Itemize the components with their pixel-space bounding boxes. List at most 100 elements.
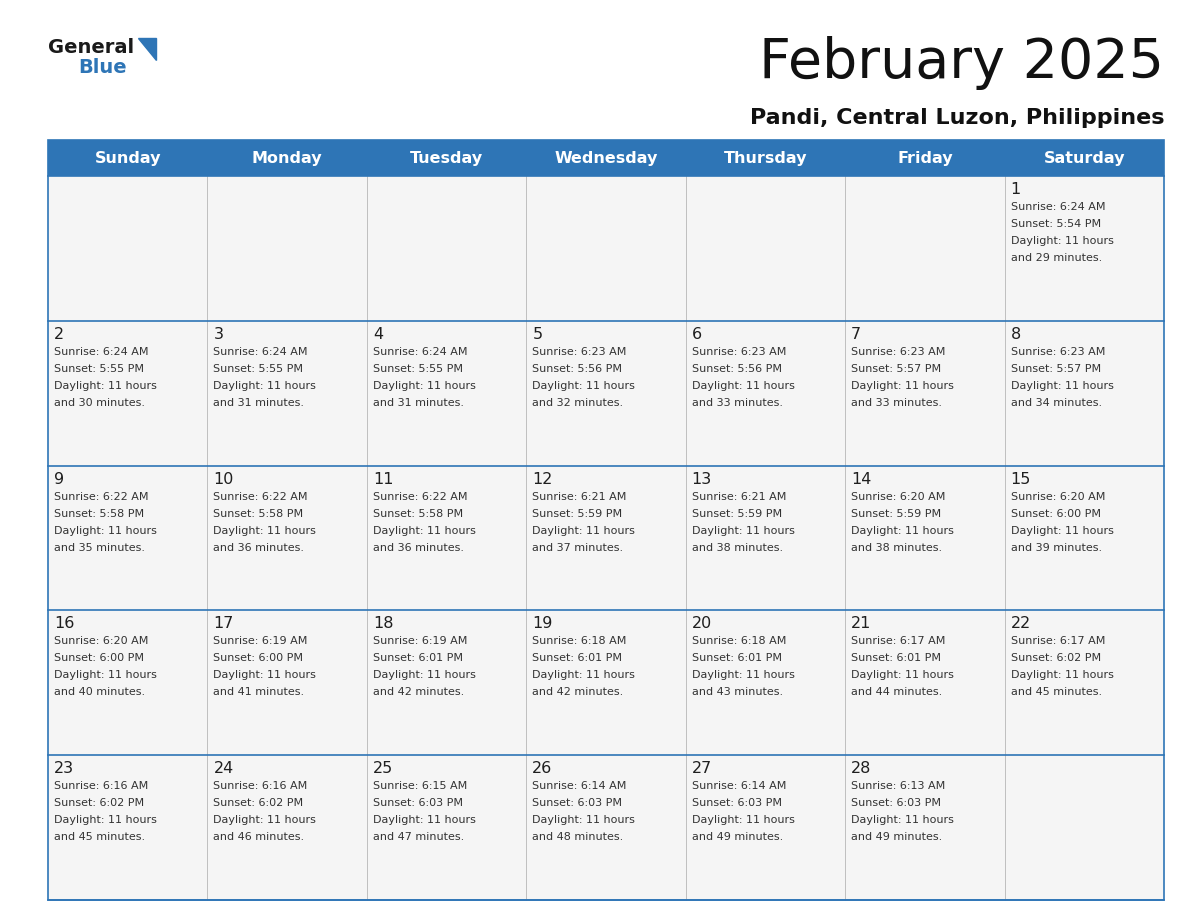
Bar xyxy=(208,320,367,465)
Bar xyxy=(208,756,367,900)
Text: Thursday: Thursday xyxy=(723,151,807,165)
Text: 26: 26 xyxy=(532,761,552,777)
Text: 19: 19 xyxy=(532,616,552,632)
Bar xyxy=(48,176,208,320)
Text: Blue: Blue xyxy=(78,58,127,77)
Text: Pandi, Central Luzon, Philippines: Pandi, Central Luzon, Philippines xyxy=(750,108,1164,128)
Text: 24: 24 xyxy=(214,761,234,777)
Bar xyxy=(1005,320,1164,465)
Text: Daylight: 11 hours: Daylight: 11 hours xyxy=(851,526,954,535)
Text: 20: 20 xyxy=(691,616,712,632)
Text: Sunset: 5:56 PM: Sunset: 5:56 PM xyxy=(532,364,623,374)
Text: Daylight: 11 hours: Daylight: 11 hours xyxy=(53,670,157,680)
Text: Sunrise: 6:23 AM: Sunrise: 6:23 AM xyxy=(851,347,946,357)
Text: and 33 minutes.: and 33 minutes. xyxy=(851,397,942,408)
Bar xyxy=(685,176,845,320)
Text: Daylight: 11 hours: Daylight: 11 hours xyxy=(53,526,157,535)
Bar xyxy=(367,320,526,465)
Text: Saturday: Saturday xyxy=(1043,151,1125,165)
Text: and 32 minutes.: and 32 minutes. xyxy=(532,397,624,408)
Text: Sunset: 5:54 PM: Sunset: 5:54 PM xyxy=(1011,219,1101,229)
Text: Daylight: 11 hours: Daylight: 11 hours xyxy=(1011,381,1113,391)
Text: Sunrise: 6:22 AM: Sunrise: 6:22 AM xyxy=(53,492,148,501)
Text: Sunset: 5:59 PM: Sunset: 5:59 PM xyxy=(851,509,941,519)
Text: and 39 minutes.: and 39 minutes. xyxy=(1011,543,1101,553)
Text: Sunset: 6:02 PM: Sunset: 6:02 PM xyxy=(1011,654,1101,664)
Bar xyxy=(1005,465,1164,610)
Text: Tuesday: Tuesday xyxy=(410,151,484,165)
Text: 21: 21 xyxy=(851,616,872,632)
Text: Daylight: 11 hours: Daylight: 11 hours xyxy=(851,670,954,680)
Bar xyxy=(526,176,685,320)
Text: Sunrise: 6:22 AM: Sunrise: 6:22 AM xyxy=(373,492,467,501)
Text: 11: 11 xyxy=(373,472,393,487)
Bar xyxy=(526,756,685,900)
Text: Daylight: 11 hours: Daylight: 11 hours xyxy=(214,670,316,680)
Text: and 35 minutes.: and 35 minutes. xyxy=(53,543,145,553)
Text: and 38 minutes.: and 38 minutes. xyxy=(851,543,942,553)
Text: Sunset: 6:00 PM: Sunset: 6:00 PM xyxy=(214,654,303,664)
Text: Sunrise: 6:24 AM: Sunrise: 6:24 AM xyxy=(1011,202,1105,212)
Text: and 31 minutes.: and 31 minutes. xyxy=(214,397,304,408)
Bar xyxy=(48,320,208,465)
Text: and 40 minutes.: and 40 minutes. xyxy=(53,688,145,698)
Text: Daylight: 11 hours: Daylight: 11 hours xyxy=(532,670,636,680)
Text: 3: 3 xyxy=(214,327,223,341)
Text: Sunset: 6:00 PM: Sunset: 6:00 PM xyxy=(1011,509,1100,519)
Text: 25: 25 xyxy=(373,761,393,777)
Text: Sunset: 5:57 PM: Sunset: 5:57 PM xyxy=(851,364,941,374)
Text: and 48 minutes.: and 48 minutes. xyxy=(532,833,624,842)
Text: Sunrise: 6:19 AM: Sunrise: 6:19 AM xyxy=(214,636,308,646)
Text: Sunrise: 6:21 AM: Sunrise: 6:21 AM xyxy=(691,492,786,501)
Text: Daylight: 11 hours: Daylight: 11 hours xyxy=(214,526,316,535)
Text: 10: 10 xyxy=(214,472,234,487)
Text: Monday: Monday xyxy=(252,151,322,165)
Bar xyxy=(48,140,1164,900)
Text: Sunrise: 6:13 AM: Sunrise: 6:13 AM xyxy=(851,781,946,791)
Bar xyxy=(367,756,526,900)
Text: Sunset: 5:57 PM: Sunset: 5:57 PM xyxy=(1011,364,1101,374)
Text: and 45 minutes.: and 45 minutes. xyxy=(1011,688,1101,698)
Text: Daylight: 11 hours: Daylight: 11 hours xyxy=(373,381,475,391)
Text: Sunset: 6:02 PM: Sunset: 6:02 PM xyxy=(214,798,304,808)
Bar xyxy=(48,465,208,610)
Text: and 33 minutes.: and 33 minutes. xyxy=(691,397,783,408)
Text: 27: 27 xyxy=(691,761,712,777)
Text: Sunrise: 6:16 AM: Sunrise: 6:16 AM xyxy=(53,781,148,791)
Text: Daylight: 11 hours: Daylight: 11 hours xyxy=(373,670,475,680)
Text: Sunrise: 6:19 AM: Sunrise: 6:19 AM xyxy=(373,636,467,646)
Bar xyxy=(1005,140,1164,176)
Bar xyxy=(48,610,208,756)
Bar xyxy=(526,465,685,610)
Text: Sunset: 5:55 PM: Sunset: 5:55 PM xyxy=(373,364,463,374)
Bar xyxy=(845,140,1005,176)
Text: 4: 4 xyxy=(373,327,383,341)
Text: Sunrise: 6:23 AM: Sunrise: 6:23 AM xyxy=(691,347,786,357)
Text: 12: 12 xyxy=(532,472,552,487)
Text: and 44 minutes.: and 44 minutes. xyxy=(851,688,942,698)
Text: Sunrise: 6:24 AM: Sunrise: 6:24 AM xyxy=(214,347,308,357)
Polygon shape xyxy=(138,38,156,60)
Text: Sunset: 5:56 PM: Sunset: 5:56 PM xyxy=(691,364,782,374)
Text: Sunset: 6:03 PM: Sunset: 6:03 PM xyxy=(691,798,782,808)
Bar xyxy=(685,610,845,756)
Text: 5: 5 xyxy=(532,327,543,341)
Text: Sunrise: 6:20 AM: Sunrise: 6:20 AM xyxy=(1011,492,1105,501)
Text: 28: 28 xyxy=(851,761,872,777)
Bar xyxy=(845,320,1005,465)
Text: Daylight: 11 hours: Daylight: 11 hours xyxy=(691,526,795,535)
Text: and 29 minutes.: and 29 minutes. xyxy=(1011,253,1101,263)
Text: Sunrise: 6:14 AM: Sunrise: 6:14 AM xyxy=(691,781,786,791)
Text: Daylight: 11 hours: Daylight: 11 hours xyxy=(1011,526,1113,535)
Text: 14: 14 xyxy=(851,472,872,487)
Text: 22: 22 xyxy=(1011,616,1031,632)
Text: Sunset: 5:58 PM: Sunset: 5:58 PM xyxy=(214,509,304,519)
Bar xyxy=(208,610,367,756)
Bar xyxy=(367,465,526,610)
Text: Sunrise: 6:20 AM: Sunrise: 6:20 AM xyxy=(851,492,946,501)
Text: and 45 minutes.: and 45 minutes. xyxy=(53,833,145,842)
Text: 17: 17 xyxy=(214,616,234,632)
Text: Sunrise: 6:24 AM: Sunrise: 6:24 AM xyxy=(373,347,467,357)
Text: Sunset: 5:58 PM: Sunset: 5:58 PM xyxy=(53,509,144,519)
Text: Sunset: 5:55 PM: Sunset: 5:55 PM xyxy=(53,364,144,374)
